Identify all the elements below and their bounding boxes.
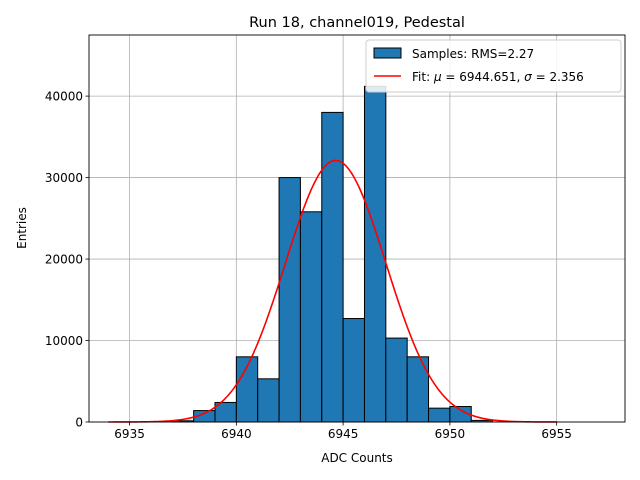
x-axis-ticks: 6935 6940 6945 6950 6955 — [114, 422, 572, 441]
chart-title: Run 18, channel019, Pedestal — [249, 15, 465, 31]
histogram-bar — [299, 211, 323, 423]
gaussian-fit-curve — [108, 159, 557, 423]
legend-fit-prefix: Fit: — [412, 70, 434, 84]
legend-fit-sigma-value: = 2.356 — [532, 70, 584, 84]
x-tick-label: 6955 — [541, 427, 572, 441]
y-tick-label: 20000 — [45, 253, 83, 267]
histogram-bar — [385, 337, 408, 423]
histogram-bar — [321, 111, 344, 423]
legend-box — [365, 39, 622, 93]
histogram-bar — [428, 407, 451, 423]
y-axis-label: Entries — [15, 207, 29, 249]
histogram-bar — [342, 318, 365, 423]
legend-fit-label: Fit: μ = 6944.651, σ = 2.356 — [412, 70, 584, 84]
legend-fit-mu-value: = 6944.651, — [442, 70, 525, 84]
y-tick-label: 0 — [75, 416, 83, 430]
histogram-bars — [171, 85, 494, 423]
histogram-bar — [406, 356, 430, 423]
x-axis-label: ADC Counts — [321, 451, 393, 465]
y-tick-label: 30000 — [45, 171, 83, 185]
histogram-bar — [257, 378, 280, 423]
x-tick-label: 6945 — [328, 427, 359, 441]
x-tick-label: 6940 — [221, 427, 252, 441]
legend-fit-sigma-symbol: σ — [524, 70, 532, 84]
legend-fit-mu-symbol: μ — [433, 70, 442, 84]
legend-histogram-label: Samples: RMS=2.27 — [412, 47, 534, 61]
y-axis-ticks: 0 10000 20000 30000 40000 — [45, 90, 89, 430]
plot-area-frame — [88, 34, 626, 423]
legend-histogram-patch — [373, 47, 402, 59]
y-tick-label: 10000 — [45, 334, 83, 348]
x-tick-label: 6935 — [114, 427, 145, 441]
x-tick-label: 6950 — [435, 427, 466, 441]
legend: Samples: RMS=2.27 Fit: μ = 6944.651, σ =… — [365, 39, 622, 93]
histogram-bar — [278, 177, 301, 423]
y-tick-label: 40000 — [45, 90, 83, 104]
